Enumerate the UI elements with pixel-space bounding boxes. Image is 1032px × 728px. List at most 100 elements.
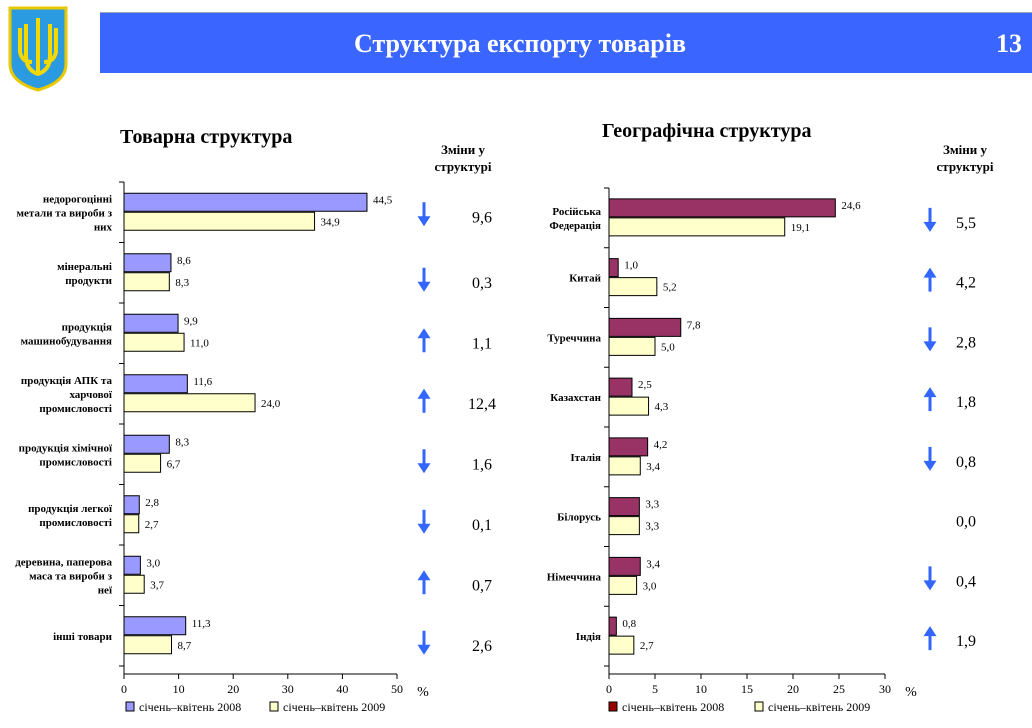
chart-title-geo: Географічна структура xyxy=(602,120,812,142)
data-label: 11,0 xyxy=(190,337,209,349)
x-tick-label: 5 xyxy=(652,682,658,696)
data-label: 34,9 xyxy=(321,216,341,228)
bar-2008 xyxy=(608,616,617,636)
category-label: Китай xyxy=(569,273,601,285)
bar-2008 xyxy=(123,313,179,333)
bar-2009 xyxy=(608,217,786,237)
data-label: 3,0 xyxy=(146,557,160,569)
legend-label: січень–квітень 2009 xyxy=(768,700,870,714)
bar-2009 xyxy=(123,332,185,352)
change-value: 1,9 xyxy=(956,633,976,650)
changes-header-left: Зміни у структурі xyxy=(434,142,492,174)
data-label: 5,2 xyxy=(663,282,677,294)
bar-2008 xyxy=(608,377,633,397)
change-value: 2,8 xyxy=(956,334,976,351)
data-label: 8,3 xyxy=(175,436,189,448)
data-label: 9,9 xyxy=(184,315,198,327)
bar-2008 xyxy=(608,437,649,457)
x-tick-label: 10 xyxy=(173,682,185,696)
data-label: 2,8 xyxy=(145,497,159,509)
change-value: 0,7 xyxy=(472,577,492,594)
arrow-up-icon xyxy=(923,387,937,412)
bar-2009 xyxy=(123,393,256,413)
bar-2008 xyxy=(608,317,682,337)
arrow-down-icon xyxy=(923,446,937,471)
change-value: 5,5 xyxy=(956,215,976,232)
data-label: 3,4 xyxy=(646,461,660,473)
data-label: 3,3 xyxy=(645,499,659,511)
bar-2009 xyxy=(608,516,640,536)
change-value: 1,1 xyxy=(472,335,492,352)
data-label: 8,3 xyxy=(175,277,189,289)
bar-2008 xyxy=(123,374,188,394)
bar-2008 xyxy=(123,253,172,273)
chart-title-commodity: Товарна структура xyxy=(120,126,293,148)
category-label: харчової xyxy=(69,389,112,401)
data-label: 3,3 xyxy=(645,521,659,533)
change-value: 4,2 xyxy=(956,275,976,292)
change-value: 0,0 xyxy=(956,514,976,531)
bar-2009 xyxy=(608,336,656,356)
bar-2009 xyxy=(608,635,635,655)
legend-swatch xyxy=(125,701,135,712)
bar-2009 xyxy=(123,211,316,231)
arrow-up-icon xyxy=(417,570,431,595)
bar-2009 xyxy=(123,514,140,534)
data-label: 1,0 xyxy=(624,260,638,272)
arrow-up-icon xyxy=(923,626,937,651)
commodity-chart: 0 10 20 30 40 50 % недорогоцінні метали та вироб… xyxy=(15,181,496,714)
header-banner: Структура експорту товарів 13 xyxy=(100,12,1032,73)
data-label: 8,6 xyxy=(177,255,191,267)
data-label: 3,7 xyxy=(150,579,164,591)
bar-2008 xyxy=(608,198,836,218)
legend-label: січень–квітень 2009 xyxy=(283,700,385,714)
category-label: неї xyxy=(98,584,113,596)
arrow-up-icon xyxy=(417,388,431,413)
arrow-down-icon xyxy=(417,630,431,655)
category-label: мінеральні xyxy=(57,261,112,273)
change-value: 0,8 xyxy=(956,454,976,471)
arrow-up-icon xyxy=(417,328,431,353)
change-value: 9,6 xyxy=(472,209,492,226)
x-tick-label: 15 xyxy=(741,682,753,696)
x-tick-label: 0 xyxy=(606,682,612,696)
legend-swatch xyxy=(608,701,618,712)
bar-2009 xyxy=(123,635,173,655)
category-label: Федерація xyxy=(549,220,601,232)
bar-2008 xyxy=(123,434,170,454)
x-tick-label: 20 xyxy=(787,682,799,696)
category-label: промисловості xyxy=(39,403,112,415)
x-unit-label: % xyxy=(417,685,429,700)
category-label: продукція xyxy=(62,321,112,333)
x-tick-label: 0 xyxy=(121,682,127,696)
arrow-up-icon xyxy=(923,267,937,292)
data-label: 4,3 xyxy=(655,401,669,413)
category-label: Російська xyxy=(552,206,601,218)
category-label: машинобудування xyxy=(21,335,112,347)
data-label: 11,3 xyxy=(192,618,211,630)
page-number: 13 xyxy=(996,29,1022,58)
category-label: продукція легкої xyxy=(28,503,113,515)
x-tick-label: 50 xyxy=(391,682,403,696)
x-tick-label: 30 xyxy=(879,682,891,696)
data-label: 2,7 xyxy=(640,640,654,652)
legend-swatch xyxy=(269,701,279,712)
data-label: 3,4 xyxy=(646,558,660,570)
category-label: деревина, паперова xyxy=(15,556,112,568)
category-label: Італія xyxy=(570,452,601,464)
category-label: продукція АПК та xyxy=(21,375,113,387)
arrow-down-icon xyxy=(417,509,431,534)
category-label: Індія xyxy=(576,631,601,643)
category-label: маса та вироби з xyxy=(29,570,112,582)
bar-2008 xyxy=(608,258,619,278)
geo-chart: 0 5 10 15 20 25 30 % Російська Федерація 24,6 19,1 5… xyxy=(547,187,976,714)
data-label: 6,7 xyxy=(167,458,181,470)
category-label: них xyxy=(94,221,113,233)
change-value: 2,6 xyxy=(472,638,492,655)
legend-swatch xyxy=(754,701,764,712)
category-label: Казахстан xyxy=(550,392,601,404)
bar-2008 xyxy=(608,497,640,517)
data-label: 24,0 xyxy=(261,398,281,410)
bar-2009 xyxy=(123,574,145,594)
data-label: 8,7 xyxy=(178,640,192,652)
